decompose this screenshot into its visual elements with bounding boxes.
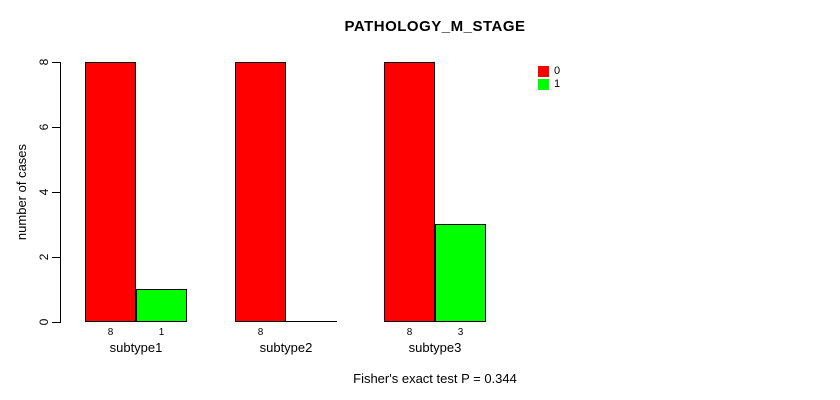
bar-count-label: 8 (107, 327, 114, 338)
legend-swatch-1 (538, 79, 549, 90)
chart-title: PATHOLOGY_M_STAGE (344, 18, 526, 35)
bar-series-1 (435, 224, 486, 322)
category-label-subtype2: subtype2 (259, 340, 313, 355)
y-axis-tick (52, 62, 60, 63)
bar-count-label: 8 (257, 327, 264, 338)
legend-swatch-0 (538, 66, 549, 77)
y-axis-tick-label: 2 (37, 253, 51, 261)
y-axis-tick (52, 257, 60, 258)
legend-label-0: 0 (554, 65, 561, 77)
bar-series-1-zero (286, 321, 337, 322)
y-axis-line (60, 62, 61, 323)
bar-series-0 (384, 62, 435, 322)
y-axis-tick-label: 4 (37, 188, 51, 196)
bar-series-0 (85, 62, 136, 322)
bar-series-1 (136, 289, 187, 322)
y-axis-tick (52, 127, 60, 128)
fisher-test-annotation: Fisher's exact test P = 0.344 (353, 371, 517, 386)
category-label-subtype1: subtype1 (109, 340, 163, 355)
bar-series-0 (235, 62, 286, 322)
legend-label-1: 1 (554, 78, 561, 90)
y-axis-tick-label: 0 (37, 318, 51, 326)
bar-count-label: 3 (457, 327, 464, 338)
bar-count-label: 1 (158, 327, 165, 338)
y-axis-tick (52, 322, 60, 323)
bar-count-label: 8 (406, 327, 413, 338)
y-axis-tick-label: 6 (37, 123, 51, 131)
y-axis-tick (52, 192, 60, 193)
category-label-subtype3: subtype3 (408, 340, 462, 355)
y-axis-label: number of cases (14, 143, 29, 241)
y-axis-tick-label: 8 (37, 58, 51, 66)
